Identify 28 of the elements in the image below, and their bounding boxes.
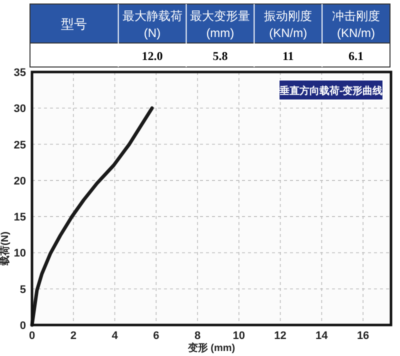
x-axis-title: 变形 (mm) [186,342,236,354]
text: 5.8 [212,49,228,63]
text: 6.1 [348,49,364,63]
y-tick-label: 15 [14,212,26,224]
y-tick-label: 30 [14,103,26,116]
text: 垂直方向载荷-变形曲线 [278,85,383,97]
category-label: 型号 [61,16,88,32]
x-tick-label: 12 [274,330,286,342]
y-tick-label: 25 [14,139,26,152]
x-tick-label: 4 [112,330,119,342]
x-tick-label: 2 [70,330,76,342]
x-tick-label: 14 [316,330,329,342]
x-tick-label: 0 [28,330,36,342]
y-tick-label: 0 [20,320,26,332]
y-tick-label: 35 [14,67,26,79]
category-label: 冲击刚度(KN/m) [332,9,380,40]
y-tick-label: 20 [14,175,26,188]
category-label: 最大变形量(mm) [190,9,250,40]
x-tick-label: 6 [153,330,160,342]
text: 11 [282,49,294,63]
x-tick-label: 16 [356,330,370,342]
text: 12.0 [142,49,163,63]
y-tick-label: 10 [14,248,26,260]
x-tick-label: 10 [232,330,246,342]
category-label: 振动刚度(KN/m) [264,9,312,40]
y-tick-label: 5 [20,284,26,296]
x-tick-label: 8 [194,330,201,342]
category-label: 最大静载荷(N) [122,9,182,40]
